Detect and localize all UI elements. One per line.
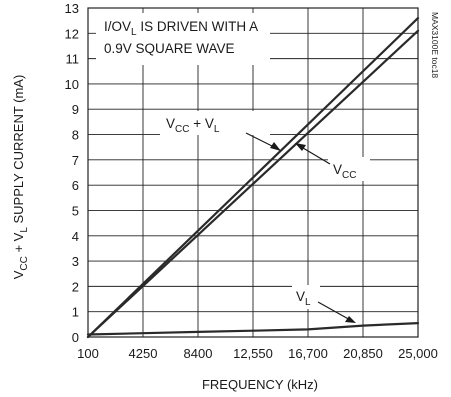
x-tick-label: 12,550 [233, 346, 273, 361]
y-tick-label: 1 [72, 305, 79, 320]
y-tick-label: 2 [72, 279, 79, 294]
y-tick-label: 5 [72, 203, 79, 218]
vl-arrowhead [345, 316, 356, 323]
y-tick-label: 13 [65, 1, 79, 16]
vcc-label: VCC [333, 162, 356, 181]
x-tick-label: 100 [77, 346, 99, 361]
x-axis-label: FREQUENCY (kHz) [202, 377, 318, 392]
series-vcc-line [86, 29, 420, 339]
vl-label: VL [296, 289, 311, 308]
x-tick-label: 25,000 [398, 346, 438, 361]
y-tick-label: 8 [72, 128, 79, 143]
vcc-plus-vl-label: VCC + VL [166, 116, 220, 135]
vcc-arrowhead [295, 143, 306, 151]
series-layer [86, 17, 420, 339]
y-tick-label: 12 [65, 26, 79, 41]
y-tick-label: 0 [72, 330, 79, 345]
y-tick-label: 10 [65, 77, 79, 92]
vl-label-background [292, 285, 320, 309]
y-tick-label: 4 [72, 229, 79, 244]
figure-id: MAX3100E toc18 [430, 12, 440, 78]
vcc-plus-vl-arrowhead [270, 142, 281, 151]
vl-pointer [317, 301, 353, 322]
y-tick-label: 6 [72, 178, 79, 193]
condition-note-line1: I/OVL IS DRIVEN WITH A [104, 19, 258, 38]
x-tick-label: 20,850 [343, 346, 383, 361]
plot-frame [87, 7, 419, 338]
y-tick-label: 11 [66, 52, 80, 67]
y-axis-label: VCC + VL SUPPLY CURRENT (mA) [11, 75, 30, 280]
y-tick-label: 3 [72, 254, 79, 269]
vcc-label-background [328, 157, 370, 181]
condition-note-background [96, 13, 270, 65]
x-tick-label: 8400 [184, 346, 213, 361]
y-tick-label: 7 [72, 153, 79, 168]
condition-note-line2: 0.9V SQUARE WAVE [104, 41, 235, 56]
x-tick-label: 16,700 [288, 346, 328, 361]
series-vl-line [86, 322, 420, 336]
x-tick-labels: 100 4250 8400 12,550 16,700 20,850 25,000 [77, 346, 438, 361]
vcc-plus-vl-label-background [160, 111, 270, 135]
series-vcc-plus-vl-line [86, 17, 420, 339]
y-tick-label: 9 [72, 102, 79, 117]
x-tick-label: 4250 [129, 346, 158, 361]
